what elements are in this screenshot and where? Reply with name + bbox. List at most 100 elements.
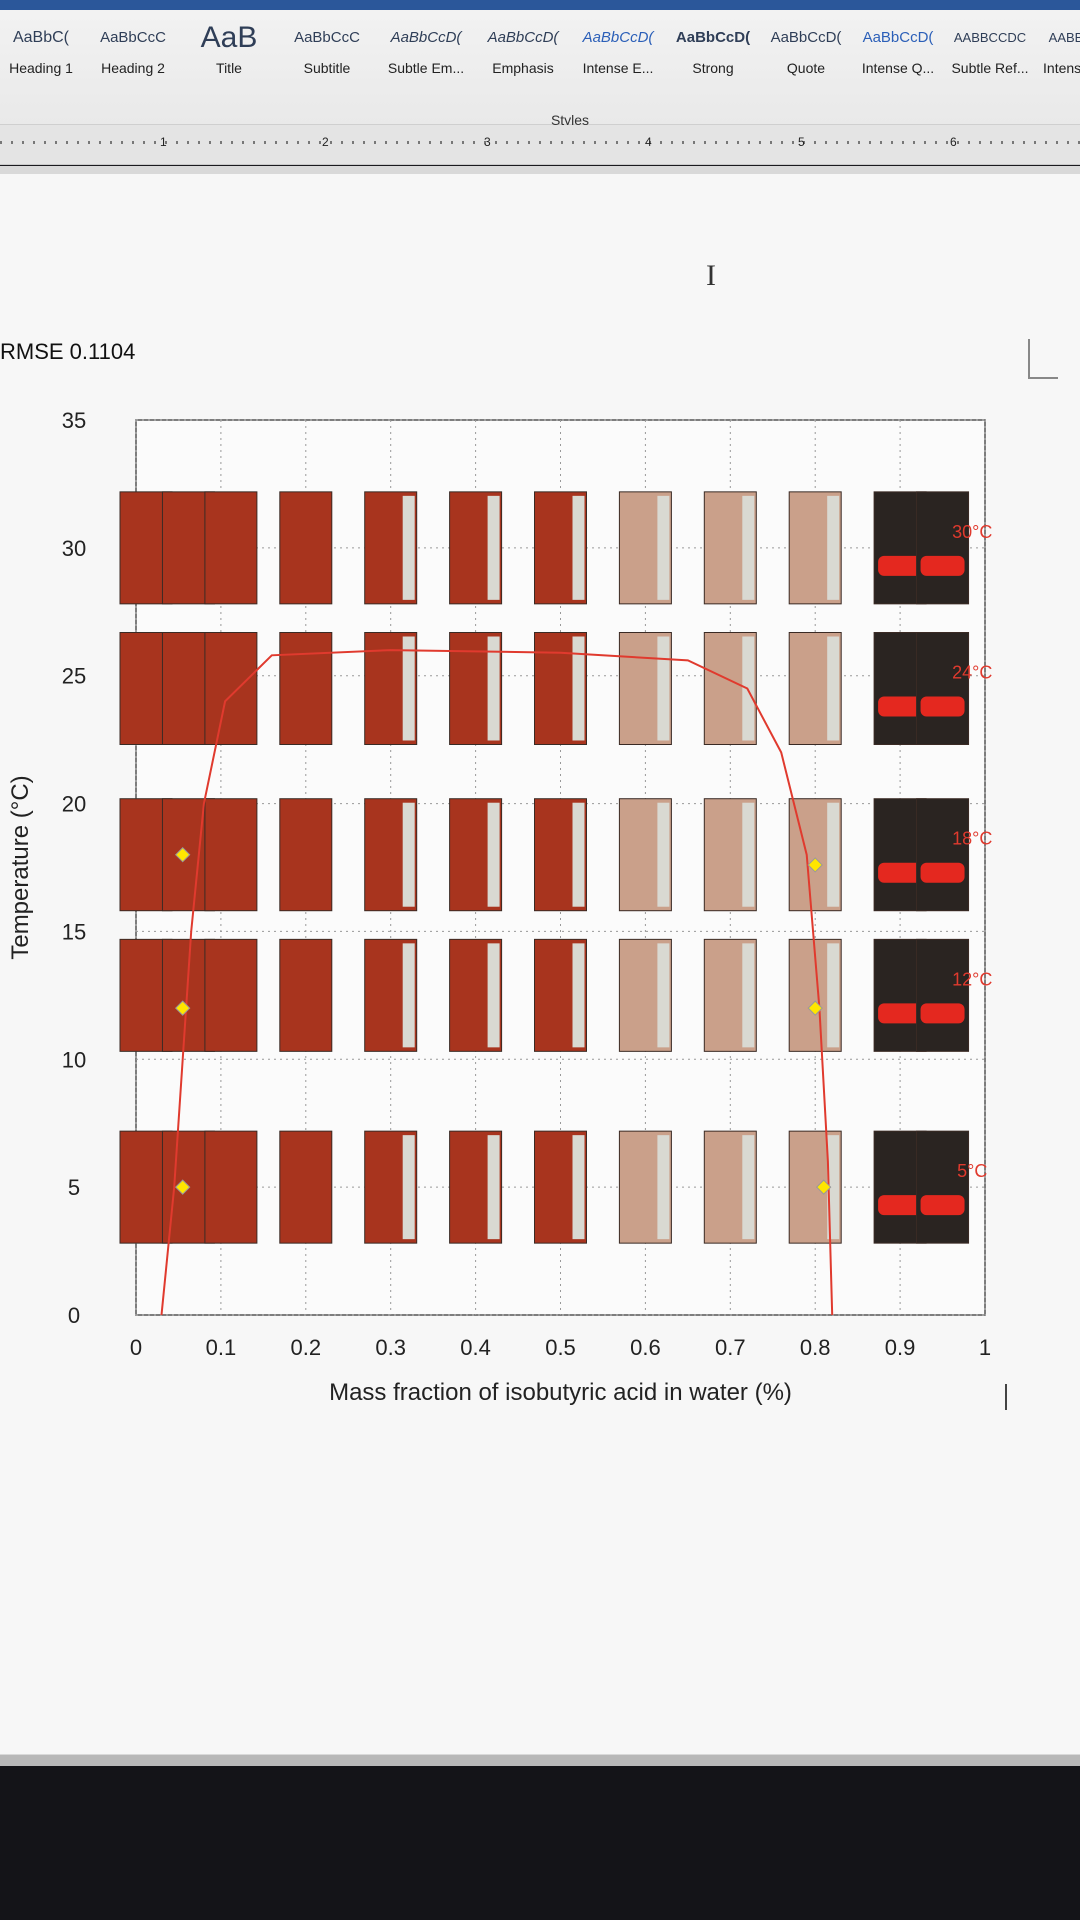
x-tick-label: 0.9 [885, 1335, 916, 1360]
red-stir-bar [920, 696, 965, 717]
ruler-strip [657, 943, 670, 1048]
style-tile[interactable]: AaBbCcD(Strong [668, 20, 758, 100]
y-tick-label: 0 [68, 1303, 80, 1328]
style-tile[interactable]: AaBbCcD(Emphasis [478, 20, 568, 100]
style-name: Title [216, 60, 242, 76]
style-tile[interactable]: AaBbCcD( Intense E... [572, 20, 664, 100]
style-preview: AaBbCcD( [582, 29, 654, 46]
style-tile[interactable]: AaBbCcC Heading 2 [88, 20, 178, 100]
style-name: Subtitle [303, 60, 351, 76]
x-tick-label: 0 [130, 1335, 142, 1360]
ruler-strip [827, 943, 840, 1048]
data-point-marker [807, 857, 823, 873]
x-tick-label: 0.3 [375, 1335, 406, 1360]
page-corner-marker [1028, 339, 1058, 379]
ruler-number: 5 [798, 135, 805, 149]
red-stir-bar [878, 862, 923, 883]
sample-vial-photo [916, 632, 970, 745]
data-point-marker [174, 847, 191, 863]
style-preview: AaBbCcD( [770, 29, 842, 46]
styles-group-label: Styles [550, 112, 590, 128]
red-stir-bar [920, 555, 965, 576]
rmse-text: RMSE 0.1104 [0, 339, 136, 364]
ruler-strip [487, 943, 500, 1048]
style-name: Quote [786, 60, 826, 76]
style-tile[interactable]: AABBCCDC Subtle Ref... [946, 20, 1034, 100]
sample-vial-photo [204, 1130, 258, 1244]
x-tick-label: 0.5 [545, 1335, 576, 1360]
red-stir-bar [920, 1195, 965, 1216]
ruler-strip [657, 802, 670, 907]
ruler-strip [657, 636, 670, 741]
red-stir-bar [920, 862, 965, 883]
temperature-label: 24°C [952, 663, 992, 683]
sample-vial-photo [916, 938, 970, 1052]
temperature-label: 30°C [952, 522, 992, 542]
style-name: Subtle Ref... [951, 60, 1029, 76]
ruler-strip [827, 636, 840, 741]
ruler-strip [487, 495, 500, 600]
style-preview: AaBbCcD( [390, 29, 462, 46]
style-preview: AaBbCcC [100, 29, 166, 46]
horizontal-ruler[interactable]: 1 2 3 4 5 6 [0, 125, 1080, 165]
ruler-strip [742, 1135, 755, 1240]
y-tick-label: 30 [62, 536, 86, 561]
ruler-strip [487, 636, 500, 741]
style-preview: AABB [1048, 30, 1080, 45]
x-tick-label: 0.6 [630, 1335, 661, 1360]
style-name: Intense E... [582, 60, 654, 76]
style-preview: AaBbC( [12, 29, 70, 46]
style-tile[interactable]: AaB Title [182, 20, 276, 100]
title-bar-edge [0, 0, 1080, 10]
sample-vial-photo [916, 491, 970, 605]
sample-vial-photo [279, 938, 333, 1052]
ruler-number: 4 [645, 135, 652, 149]
temperature-label: 5°C [957, 1161, 987, 1181]
phase-diagram-chart[interactable]: 30°C 24°C 18°C 12°C 5°C 0 0.1 0.2 0.3 0.4 0.5 0.6 0.… [0, 0, 1080, 1760]
data-point-marker [174, 1000, 191, 1016]
style-preview: AaBbCcD( [862, 29, 934, 46]
style-name: Emphasis [492, 60, 554, 76]
x-axis-label: Mass fraction of isobutyric acid in wate… [329, 1379, 792, 1406]
data-point-marker [174, 1179, 191, 1195]
ruler-strip [487, 802, 500, 907]
red-stir-bar [878, 696, 923, 717]
ruler-strip [742, 495, 755, 600]
x-tick-label: 1 [979, 1335, 991, 1360]
data-point-marker [807, 1000, 823, 1016]
ruler-strip [402, 1135, 415, 1240]
style-tile[interactable]: AaBbCcD(Subtle Em... [378, 20, 474, 100]
y-tick-label: 15 [62, 919, 86, 944]
red-stir-bar [878, 555, 923, 576]
ribbon-styles-gallery: AaBbC(Heading 1 AaBbCcC Heading 2 AaB Title A… [0, 0, 1080, 128]
ruler-strip [572, 495, 585, 600]
x-tick-label: 0.2 [291, 1335, 322, 1360]
sample-vial-photo [279, 798, 333, 912]
sample-vial-photo [204, 491, 258, 605]
y-axis-label: Temperature (°C) [7, 775, 34, 959]
style-tile[interactable]: AaBbCcD( Intense Q... [854, 20, 942, 100]
y-tick-label: 25 [62, 664, 86, 689]
red-stir-bar [878, 1195, 923, 1216]
sample-vial-photo [279, 1130, 333, 1244]
x-tick-label: 0.7 [715, 1335, 746, 1360]
style-preview: AABBCCDC [953, 30, 1027, 45]
style-name: Heading 1 [9, 60, 73, 76]
style-preview: AaBbCcD( [675, 29, 751, 46]
y-tick-label: 20 [62, 792, 86, 817]
phase-boundary-curve [160, 649, 834, 1316]
sample-vial-photo [279, 491, 333, 605]
ibeam-cursor-icon: I [706, 259, 716, 292]
style-tile[interactable]: AaBbC( Heading 1 [0, 20, 82, 100]
style-tile[interactable]: AaBbCcD( Quote [762, 20, 850, 100]
temperature-label: 18°C [952, 829, 992, 849]
text-cursor [1005, 1384, 1007, 1410]
style-name: Intense Q... [861, 60, 935, 76]
sample-vial-photo [916, 1130, 970, 1244]
ruler-strip [572, 802, 585, 907]
sample-vial-photo [916, 798, 970, 912]
ruler-strip [742, 802, 755, 907]
ruler-strip [402, 636, 415, 741]
style-tile[interactable]: AaBbCcC Subtitle [282, 20, 372, 100]
style-tile[interactable]: AABB Intense [1036, 20, 1080, 100]
